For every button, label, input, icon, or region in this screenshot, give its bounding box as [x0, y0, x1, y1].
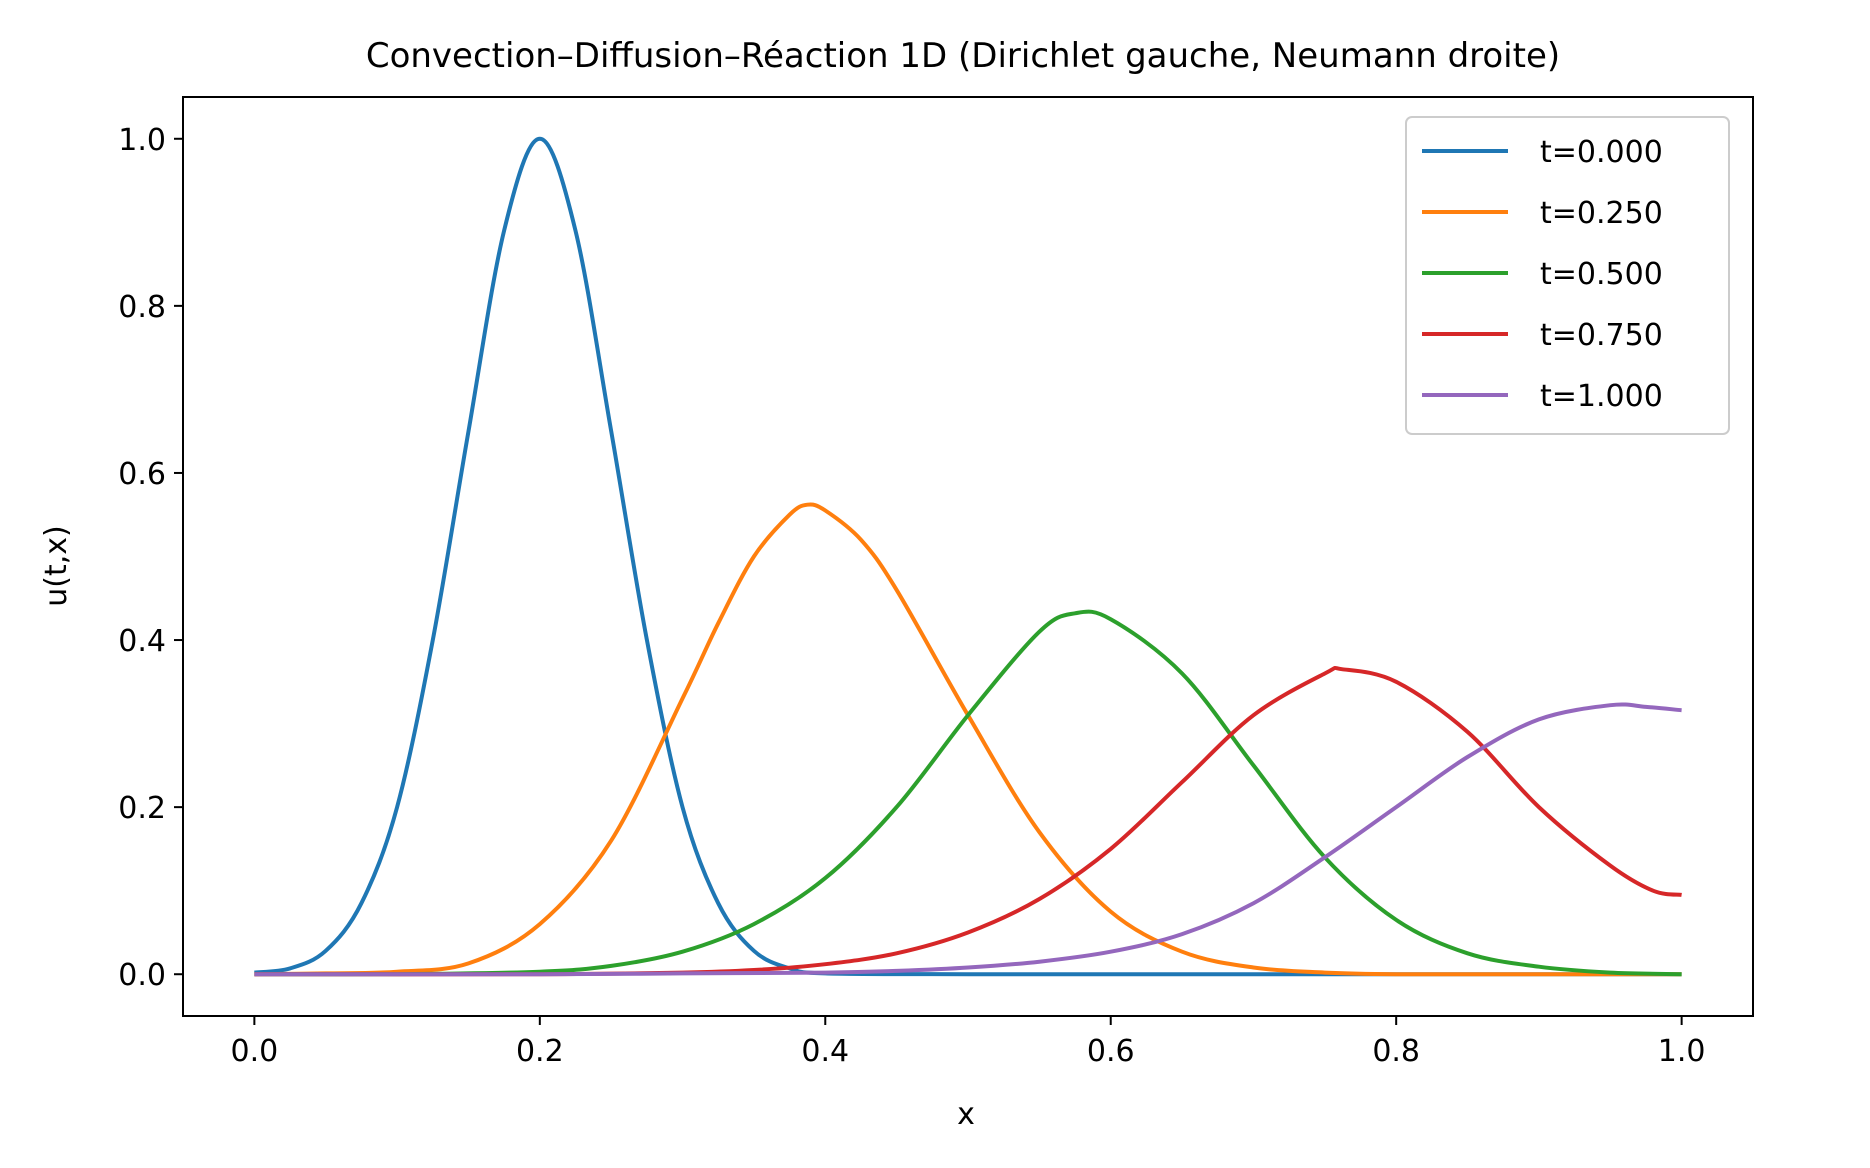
y-tick-label: 0.4 [118, 624, 166, 659]
x-axis-ticks: 0.0 0.2 0.4 0.6 0.8 1.0 [231, 1016, 1706, 1069]
y-tick-label: 0.8 [118, 290, 166, 325]
y-tick-label: 1.0 [118, 123, 166, 158]
x-tick-label: 0.2 [516, 1034, 564, 1069]
plot-lines [254, 136, 1682, 977]
legend: t=0.000 t=0.250 t=0.500 t=0.750 t=1.000 [1405, 116, 1730, 435]
series-line-0 [254, 136, 1682, 977]
legend-label-4: t=1.000 [1540, 379, 1663, 414]
series-line-1 [254, 502, 1682, 977]
legend-label-1: t=0.250 [1540, 196, 1663, 231]
y-axis-ticks: 0.0 0.2 0.4 0.6 0.8 1.0 [118, 123, 183, 993]
x-tick-label: 0.8 [1372, 1034, 1420, 1069]
legend-label-3: t=0.750 [1540, 318, 1663, 353]
legend-label-0: t=0.000 [1540, 135, 1663, 170]
x-axis-label: x [957, 1097, 975, 1132]
legend-label-2: t=0.500 [1540, 257, 1663, 292]
x-tick-label: 1.0 [1658, 1034, 1706, 1069]
series-line-4 [254, 702, 1682, 977]
y-tick-label: 0.0 [118, 958, 166, 993]
x-tick-label: 0.4 [801, 1034, 849, 1069]
y-tick-label: 0.6 [118, 457, 166, 492]
legend-box [1405, 116, 1730, 435]
plot-area-frame [182, 96, 1754, 1017]
y-tick-label: 0.2 [118, 791, 166, 826]
x-tick-label: 0.6 [1087, 1034, 1135, 1069]
series-line-2 [254, 609, 1682, 977]
chart-title: Convection–Diffusion–Réaction 1D (Dirich… [366, 36, 1560, 76]
y-axis-label: u(t,x) [39, 525, 74, 606]
x-tick-label: 0.0 [231, 1034, 279, 1069]
